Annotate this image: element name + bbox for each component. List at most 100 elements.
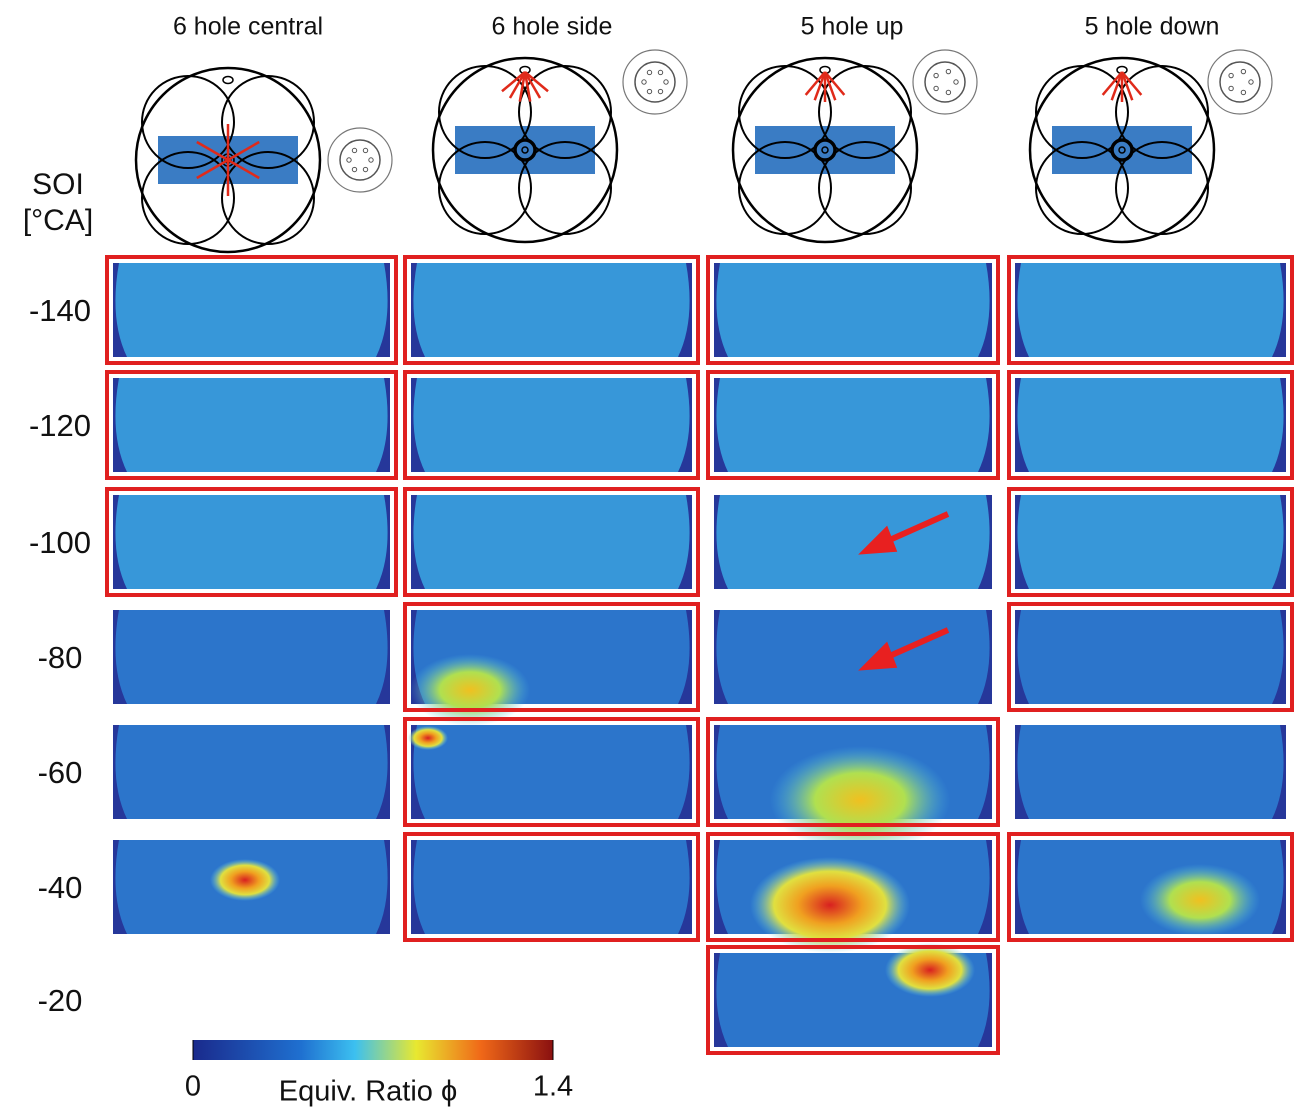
center: [513, 138, 537, 162]
rich-zone: [408, 726, 448, 750]
phi-image: [105, 255, 398, 365]
spray: [196, 158, 229, 180]
highlight-frame: [403, 832, 700, 942]
window-view: [413, 840, 690, 934]
arrow-head: [858, 525, 898, 555]
highlight-frame: [403, 602, 700, 712]
window-view: [1017, 378, 1284, 472]
inset-outer: [1207, 49, 1273, 115]
nozzle-hole: [933, 85, 939, 92]
window-view: [1017, 725, 1284, 819]
spray: [1120, 71, 1134, 101]
nozzle-hole: [1228, 72, 1234, 79]
window-view: [115, 725, 388, 819]
spray: [523, 71, 532, 102]
nozzle-hole: [945, 68, 952, 75]
phi-image: [1007, 487, 1294, 597]
phi-image: [706, 255, 1000, 365]
row-label: -60: [38, 755, 83, 790]
phi-image: [403, 255, 700, 365]
nozzle-hole: [646, 69, 653, 76]
window-view: [716, 378, 990, 472]
nozzle-hole: [1228, 85, 1234, 92]
rich-zone: [885, 943, 975, 997]
nozzle-hole: [346, 157, 352, 163]
rich-zone: [410, 654, 530, 726]
highlight-frame: [706, 255, 1000, 365]
phi-image: [1007, 602, 1294, 712]
window-view: [413, 263, 690, 357]
phi-image: [706, 943, 1000, 1055]
window-view: [716, 610, 990, 704]
highlight-frame: [105, 487, 398, 597]
highlight-frame: [706, 832, 1000, 942]
phi-image: [113, 840, 390, 934]
spray: [501, 71, 526, 93]
valve: [1115, 141, 1209, 235]
injector: [222, 75, 234, 85]
phi-image: [105, 487, 398, 597]
colorbar: [193, 1040, 553, 1060]
valve: [1035, 65, 1129, 159]
column-title: 5 hole up: [801, 13, 904, 41]
center-dot: [521, 146, 529, 154]
phi-image: [403, 717, 700, 827]
rich-zone: [1140, 864, 1260, 936]
nozzle-hole: [1240, 68, 1247, 75]
highlight-frame: [706, 717, 1000, 827]
highlight-frame: [706, 370, 1000, 480]
bore: [431, 56, 619, 244]
spray: [824, 71, 846, 96]
highlight-frame: [403, 370, 700, 480]
colorbar-tick-label: 0: [185, 1071, 201, 1103]
spray: [1110, 71, 1124, 101]
spray: [196, 140, 229, 162]
y-label: [°CA]: [23, 204, 93, 237]
window-view: [716, 263, 990, 357]
phi-image: [1007, 370, 1294, 480]
spray: [1121, 71, 1143, 96]
valve: [738, 141, 832, 235]
highlight-frame: [706, 945, 1000, 1055]
nozzle-hole: [362, 147, 369, 154]
row-label: -20: [38, 983, 83, 1018]
valve: [438, 65, 532, 159]
column-title: 6 hole side: [492, 13, 613, 41]
window-view: [1017, 263, 1284, 357]
window-view: [115, 378, 388, 472]
spray: [804, 71, 826, 96]
highlight-frame: [1007, 487, 1294, 597]
column-title: 5 hole down: [1085, 13, 1220, 41]
highlight-frame: [1007, 832, 1294, 942]
valve: [221, 75, 315, 169]
spray: [523, 71, 542, 99]
nozzle-hole: [646, 88, 653, 95]
nozzle-hole: [945, 89, 952, 96]
inset-inner: [339, 139, 381, 181]
spray: [823, 71, 837, 101]
inset-inner: [924, 61, 966, 103]
spray: [813, 71, 827, 101]
phi-image: [113, 610, 390, 704]
nozzle-hole: [351, 166, 358, 173]
column-title: 6 hole central: [173, 13, 323, 41]
valve: [818, 141, 912, 235]
center-dot: [821, 146, 829, 154]
highlight-frame: [403, 717, 700, 827]
inset-outer: [912, 49, 978, 115]
phi-image: [1007, 832, 1294, 942]
spray: [227, 140, 260, 162]
row-label: -80: [38, 640, 83, 675]
valve: [518, 65, 612, 159]
valve: [738, 65, 832, 159]
arrows: [858, 511, 950, 671]
nozzle-hole: [1248, 79, 1254, 85]
phi-image: [403, 602, 700, 726]
valve: [818, 65, 912, 159]
window-view: [115, 495, 388, 589]
nozzle-hole: [663, 79, 669, 85]
phi-image: [714, 610, 992, 704]
phi-image: [714, 495, 992, 589]
valve: [221, 151, 315, 245]
